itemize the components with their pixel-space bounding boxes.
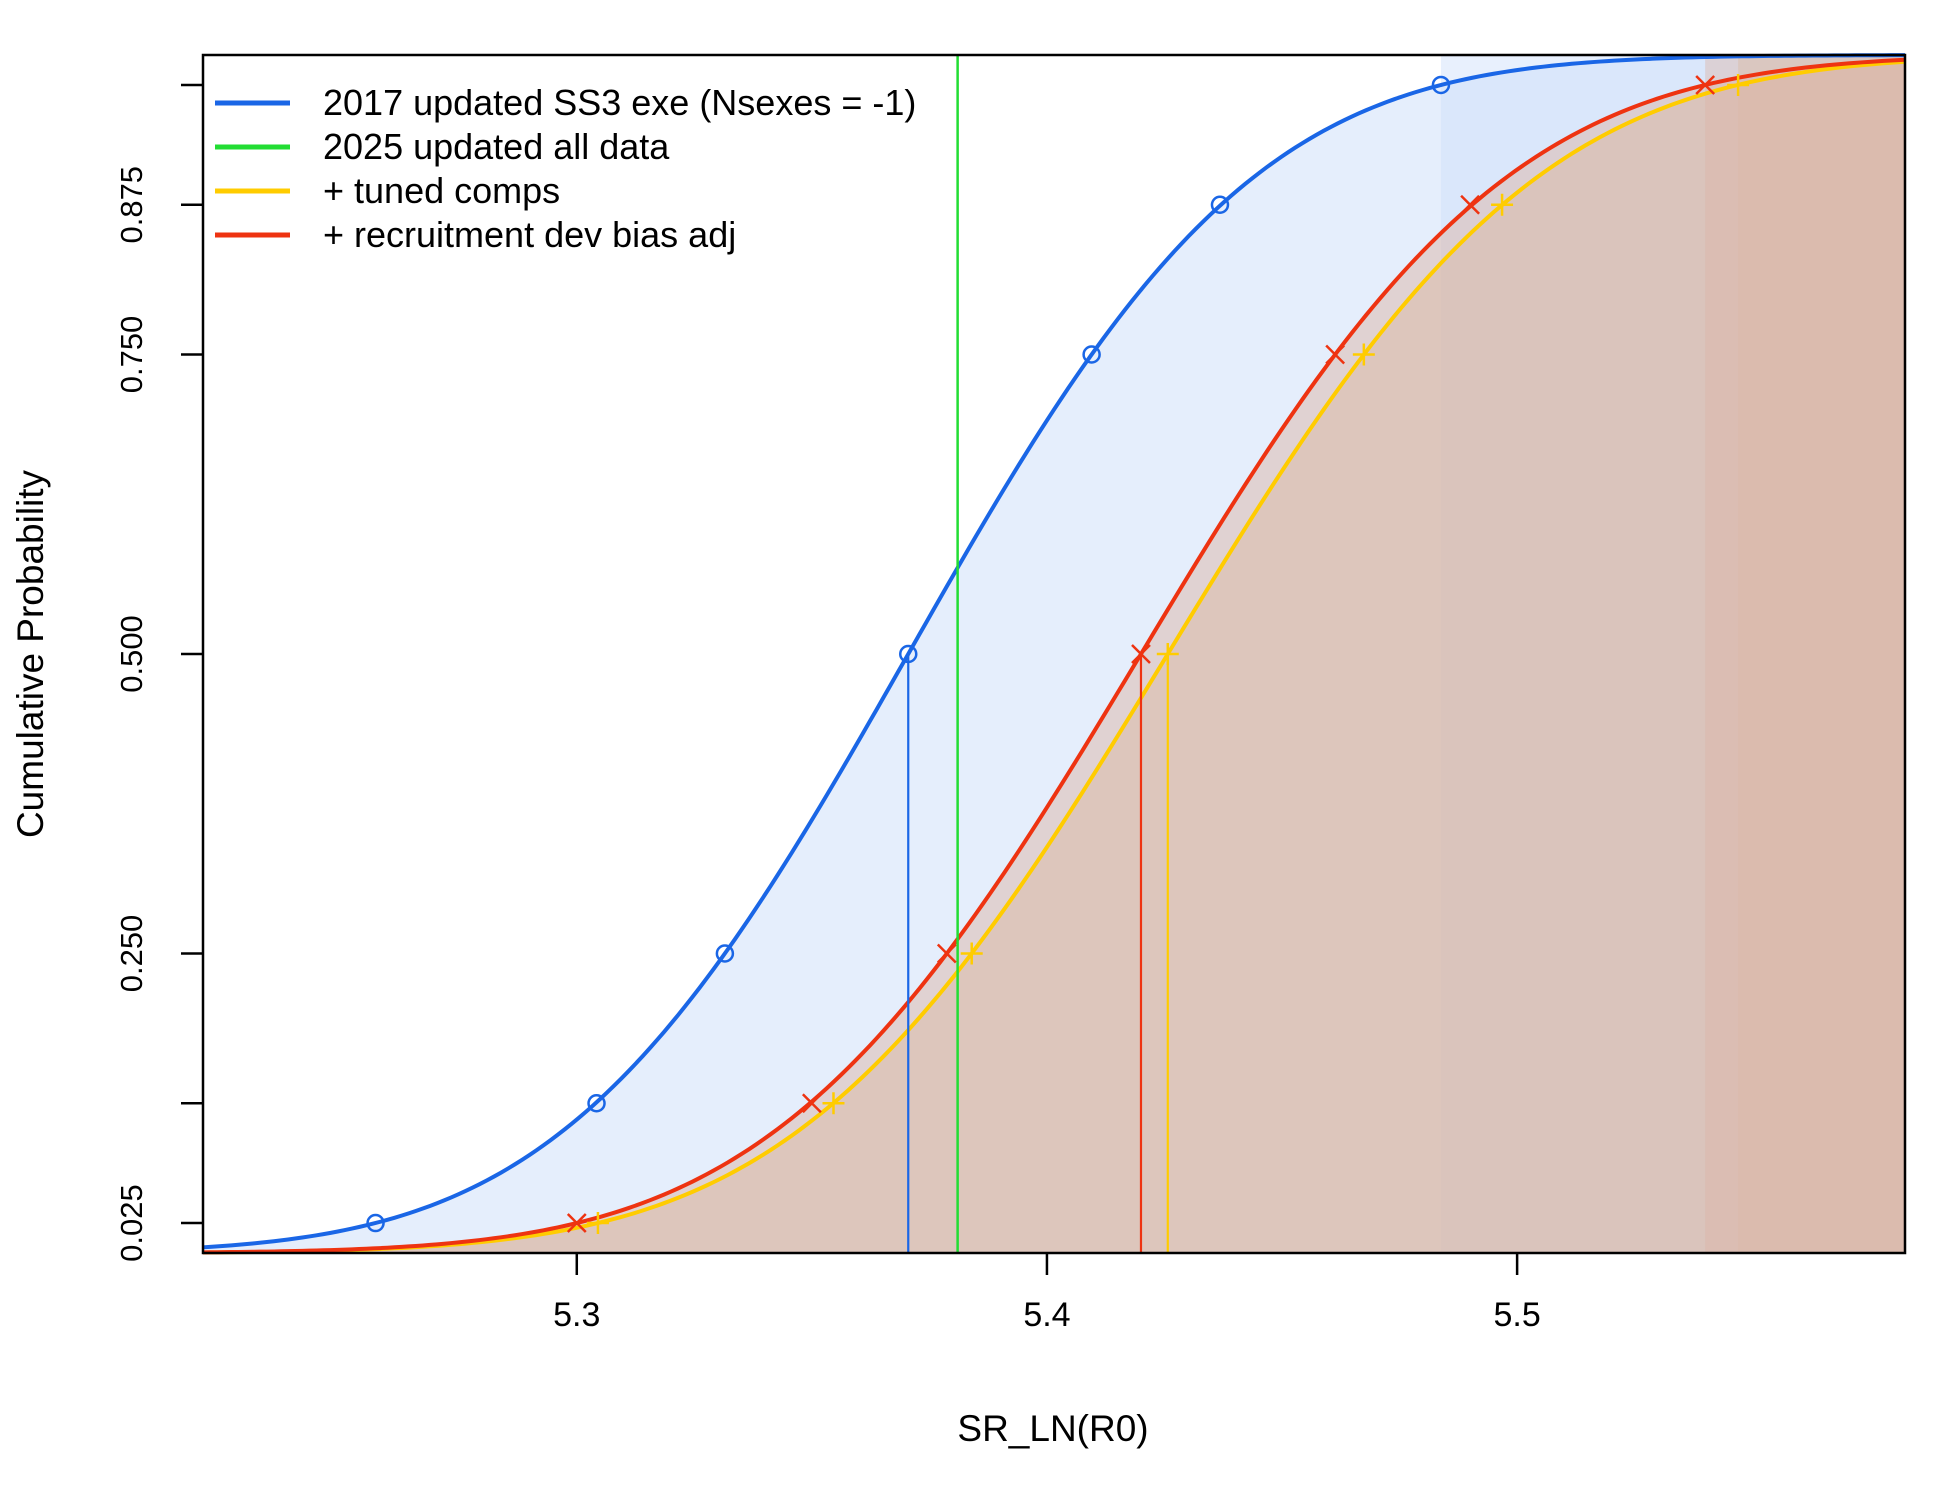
legend-label: + tuned comps bbox=[323, 170, 560, 211]
cdf-line-2017-updated-ss3-exe-nsexes-1 bbox=[202, 53, 1906, 1250]
x-tick-label: 5.5 bbox=[1493, 1296, 1540, 1334]
y-axis: 0.025 0.250 0.500 0.750 0.875 bbox=[114, 83, 203, 1262]
marker-tuned-comps-0 bbox=[586, 1212, 609, 1235]
shaded-areas bbox=[203, 55, 1905, 1254]
y-tick-label: 0.750 bbox=[114, 316, 149, 394]
marker-2017-updated-ss3-exe-nsexes-1-0 bbox=[366, 1213, 385, 1233]
tail-band-recruitment-dev-bias-adj bbox=[1705, 55, 1905, 1253]
y-tick-label: 0.500 bbox=[114, 615, 149, 693]
marker-recruitment-dev-bias-adj-0 bbox=[566, 1213, 587, 1233]
legend-label: 2025 updated all data bbox=[323, 126, 670, 167]
x-tick-label: 5.3 bbox=[553, 1296, 600, 1334]
y-axis-label: Cumulative Probability bbox=[10, 469, 51, 838]
marker-recruitment-dev-bias-adj-6 bbox=[1695, 75, 1716, 95]
cdf-lines bbox=[202, 53, 1906, 1255]
legend-label: 2017 updated SS3 exe (Nsexes = -1) bbox=[323, 82, 916, 123]
y-tick-label: 0.875 bbox=[114, 166, 149, 244]
y-tick-label: 0.025 bbox=[114, 1184, 149, 1262]
x-axis: 5.3 5.4 5.5 bbox=[553, 1253, 1541, 1334]
marker-recruitment-dev-bias-adj-1 bbox=[801, 1093, 822, 1114]
marker-2017-updated-ss3-exe-nsexes-1-2 bbox=[715, 944, 735, 963]
marker-2017-updated-ss3-exe-nsexes-1-4 bbox=[1082, 345, 1101, 364]
shade-area-recruitment-dev-bias-adj bbox=[203, 59, 1905, 1253]
legend-label: + recruitment dev bias adj bbox=[323, 214, 736, 255]
marker-tuned-comps-2 bbox=[960, 942, 983, 965]
marker-tuned-comps-4 bbox=[1352, 343, 1375, 366]
marker-recruitment-dev-bias-adj-3 bbox=[1131, 644, 1151, 664]
marker-2017-updated-ss3-exe-nsexes-1-6 bbox=[1431, 75, 1451, 95]
marker-tuned-comps-1 bbox=[822, 1092, 845, 1115]
marker-recruitment-dev-bias-adj-5 bbox=[1460, 194, 1480, 215]
marker-2017-updated-ss3-exe-nsexes-1-3 bbox=[898, 644, 918, 664]
marker-tuned-comps-6 bbox=[1727, 73, 1750, 96]
marker-2017-updated-ss3-exe-nsexes-1-1 bbox=[587, 1094, 606, 1113]
marker-recruitment-dev-bias-adj-2 bbox=[936, 943, 957, 964]
legend: 2017 updated SS3 exe (Nsexes = -1)2025 u… bbox=[215, 82, 916, 255]
x-tick-label: 5.4 bbox=[1023, 1296, 1070, 1334]
marker-recruitment-dev-bias-adj-4 bbox=[1325, 344, 1346, 365]
marker-tuned-comps-3 bbox=[1156, 643, 1179, 665]
marker-tuned-comps-5 bbox=[1491, 193, 1514, 216]
cdf-line-recruitment-dev-bias-adj bbox=[202, 57, 1906, 1255]
y-tick-label: 0.250 bbox=[114, 915, 149, 993]
quantile-markers bbox=[366, 73, 1750, 1235]
x-axis-label: SR_LN(R0) bbox=[957, 1408, 1148, 1449]
cdf-line-tuned-comps bbox=[202, 59, 1906, 1255]
marker-2017-updated-ss3-exe-nsexes-1-5 bbox=[1210, 195, 1230, 214]
